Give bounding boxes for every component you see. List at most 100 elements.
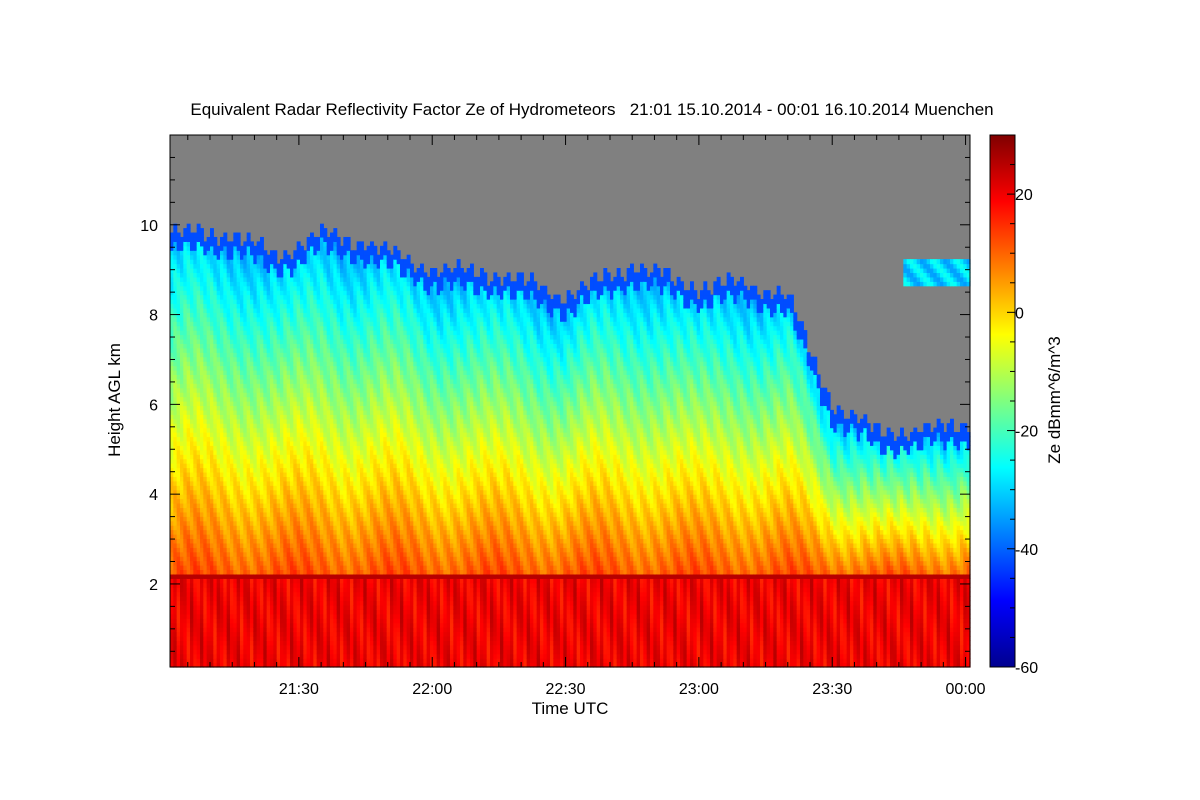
heatmap-cell [176,569,181,575]
heatmap-cell [173,378,178,384]
heatmap-cell [226,542,231,548]
heatmap-cell [226,609,231,615]
heatmap-cell [190,245,194,251]
heatmap-cell [230,418,234,424]
heatmap-cell [213,254,218,260]
heatmap-cell [193,516,198,522]
heatmap-cell [200,392,204,398]
heatmap-cell [180,245,184,251]
heatmap-cell [216,458,221,464]
heatmap-cell [190,321,194,327]
heatmap-cell [186,613,191,619]
heatmap-cell [196,423,201,429]
heatmap-cell [223,542,228,548]
heatmap-cell [173,609,178,615]
heatmap-cell [236,352,241,358]
heatmap-cell [186,409,191,415]
heatmap-cell [236,263,241,269]
heatmap-cell [180,556,184,562]
heatmap-cell [193,635,198,641]
heatmap-cell [196,458,201,464]
heatmap-cell [220,241,224,247]
heatmap-cell [193,520,198,526]
heatmap-cell [240,613,244,619]
heatmap-cell [223,609,228,615]
heatmap-cell [183,569,188,575]
heatmap-cell [186,259,191,265]
heatmap-cell [170,396,174,402]
heatmap-cell [186,516,191,522]
heatmap-cell [213,622,218,628]
heatmap-cell [180,365,184,371]
heatmap-cell [223,405,228,411]
heatmap-cell [210,569,214,575]
heatmap-cell [220,440,224,446]
heatmap-cell [173,534,178,540]
heatmap-cell [213,649,218,655]
heatmap-cell [180,547,184,553]
heatmap-cell [203,343,208,349]
heatmap-cell [206,241,211,247]
heatmap-cell [226,569,231,575]
heatmap-cell [203,241,208,247]
heatmap-cell [236,272,241,278]
heatmap-cell [183,241,188,247]
heatmap-cell [190,631,194,637]
heatmap-cell [180,498,184,504]
heatmap-cell [203,285,208,291]
heatmap-cell [183,356,188,362]
heatmap-cell [210,378,214,384]
heatmap-cell [196,569,201,575]
heatmap-cell [186,263,191,269]
heatmap-cell [236,542,241,548]
heatmap-cell [220,432,224,438]
heatmap-cell [220,480,224,486]
heatmap-cell [190,347,194,353]
heatmap-cell [233,507,238,513]
heatmap-cell [216,276,221,282]
heatmap-cell [220,609,224,615]
heatmap-cell [206,587,211,593]
heatmap-cell [230,245,234,251]
heatmap-cell [173,520,178,526]
heatmap-cell [173,582,178,588]
heatmap-cell [226,276,231,282]
heatmap-cell [206,507,211,513]
heatmap-cell [236,507,241,513]
heatmap-cell [226,596,231,602]
heatmap-cell [176,582,181,588]
heatmap-cell [190,299,194,305]
heatmap-cell [203,290,208,296]
heatmap-cell [170,640,174,646]
heatmap-cell [176,445,181,451]
heatmap-cell [186,414,191,420]
heatmap-cell [240,551,244,557]
heatmap-cell [220,352,224,358]
heatmap-cell [200,542,204,548]
heatmap-cell [210,312,214,318]
heatmap-cell [233,658,238,664]
heatmap-cell [233,361,238,367]
heatmap-cell [190,325,194,331]
heatmap-cell [210,547,214,553]
heatmap-cell [220,338,224,344]
heatmap-cell [223,440,228,446]
heatmap-cell [180,263,184,269]
heatmap-cell [203,516,208,522]
heatmap-cell [226,538,231,544]
heatmap-cell [173,330,178,336]
heatmap-cell [173,511,178,517]
heatmap-cell [200,347,204,353]
heatmap-cell [226,378,231,384]
heatmap-cell [180,627,184,633]
heatmap-cell [216,334,221,340]
heatmap-cell [196,374,201,380]
heatmap-cell [220,343,224,349]
heatmap-cell [213,547,218,553]
heatmap-cell [206,635,211,641]
heatmap-cell [196,507,201,513]
heatmap-cell [216,356,221,362]
heatmap-cell [200,436,204,442]
heatmap-cell [180,587,184,593]
heatmap-cell [170,245,174,251]
